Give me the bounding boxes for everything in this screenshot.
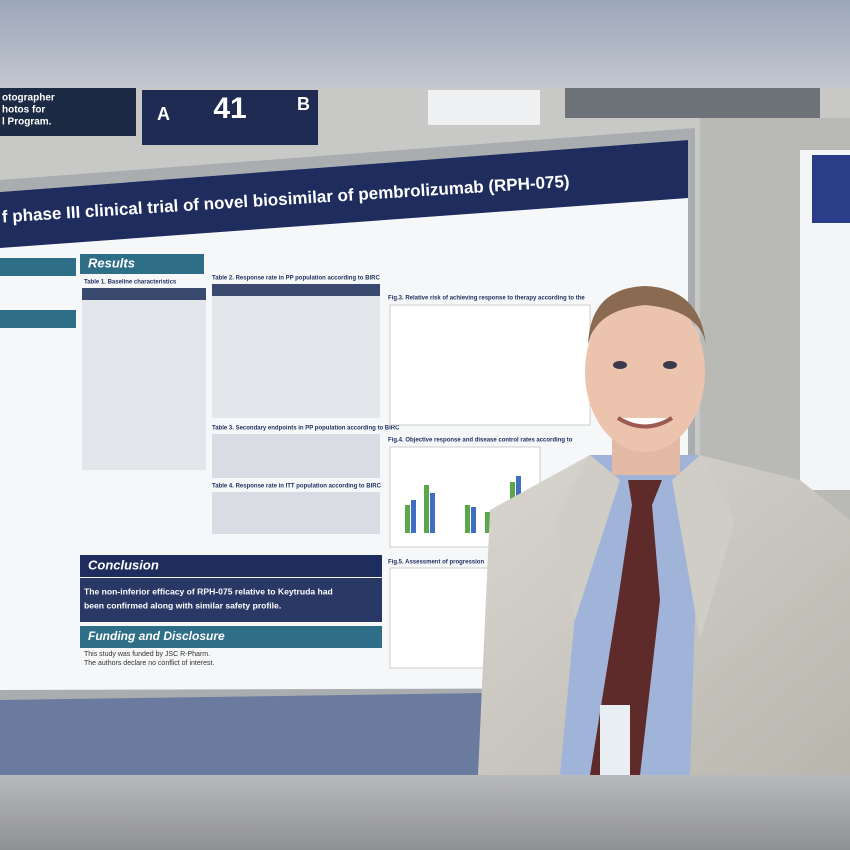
table-caption: Table 4. Response rate in ITT population…: [212, 484, 382, 490]
board-number: [142, 90, 318, 145]
table-header: [82, 288, 206, 300]
eye: [613, 361, 627, 369]
left-section-bar: [0, 310, 76, 328]
tie: [590, 480, 662, 775]
figure-caption: Fig.5. Assessment of progression: [388, 560, 484, 566]
funding-text: The authors declare no conflict of inter…: [84, 660, 214, 667]
conclusion-bar: [80, 555, 382, 577]
board-left: A: [157, 104, 170, 124]
sign-text: l Program.: [2, 117, 52, 128]
table-caption: Table 3. Secondary endpoints in PP popul…: [212, 426, 400, 432]
figure-caption: Fig.4. Objective response and disease co…: [388, 438, 573, 444]
conclusion-box: [80, 578, 382, 622]
person: [478, 286, 850, 775]
bar: [471, 507, 476, 533]
funding-bar: [80, 626, 382, 648]
conclusion-heading: Conclusion: [88, 557, 159, 572]
badge: [600, 705, 630, 775]
figure: [389, 567, 501, 669]
funding-text: This study was funded by JSC R-Pharm.: [84, 651, 210, 658]
bar: [485, 512, 490, 533]
small-notice: [428, 90, 540, 125]
figure-caption: Fig.3. Relative risk of achieving respon…: [388, 296, 585, 302]
conclusion-text: been confirmed along with similar safety…: [84, 600, 281, 610]
hair: [588, 286, 706, 345]
bar: [411, 500, 416, 533]
conclusion-text: The non-inferior efficacy of RPH-075 rel…: [84, 586, 333, 596]
table-header: [212, 284, 380, 296]
table-caption: Table 1. Baseline characteristics: [84, 280, 177, 286]
results-heading: Results: [88, 255, 135, 270]
right-poster-header: [812, 155, 850, 223]
bar: [405, 505, 410, 533]
table-body: [212, 296, 380, 418]
ceiling: [565, 88, 820, 118]
eye: [663, 361, 677, 369]
lapel: [555, 455, 620, 620]
poster-header: [0, 140, 688, 248]
bar: [465, 505, 470, 533]
table-body: [212, 434, 380, 478]
board-right: B: [297, 94, 310, 114]
table-body: [82, 300, 206, 470]
results-bar: [80, 254, 204, 274]
smile: [616, 416, 674, 429]
sign: [0, 88, 136, 136]
sign-text: hotos for: [2, 105, 45, 116]
funding-heading: Funding and Disclosure: [88, 629, 225, 643]
bar: [430, 493, 435, 533]
blurred-bottom: [0, 775, 850, 850]
bar: [424, 485, 429, 533]
sign-text: otographer: [2, 93, 55, 104]
board-number-text: 41: [213, 92, 246, 125]
head: [585, 292, 705, 452]
table-body: [212, 492, 380, 534]
blurred-top: [0, 0, 850, 88]
left-section-bar: [0, 258, 76, 276]
table-caption: Table 2. Response rate in PP population …: [212, 276, 380, 282]
figure: [389, 304, 591, 426]
lapel: [672, 455, 735, 640]
